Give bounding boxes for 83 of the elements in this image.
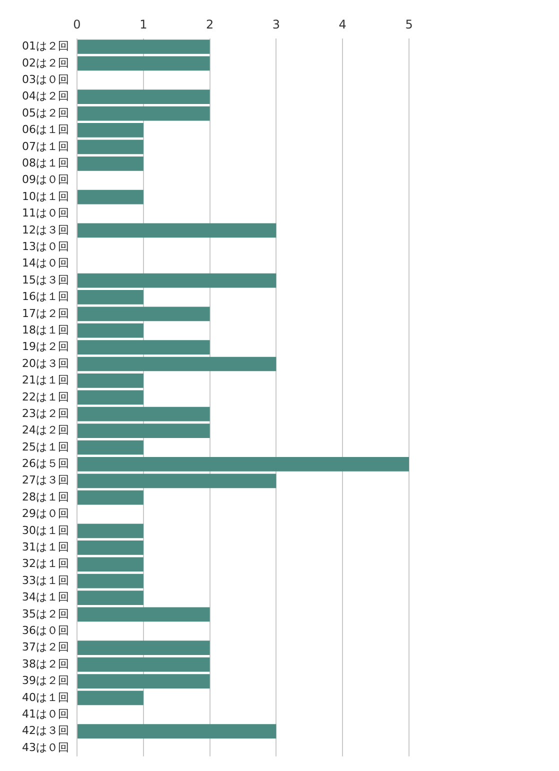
bar <box>77 474 276 488</box>
y-tick-label: 08は１回 <box>22 156 69 170</box>
bar <box>77 640 210 656</box>
y-tick-label: 27は３回 <box>22 474 69 487</box>
y-tick-label: 28は１回 <box>22 490 69 504</box>
bar <box>77 190 144 204</box>
bar <box>77 524 144 538</box>
y-tick-label: 11は０回 <box>22 206 69 220</box>
y-tick-label: 32は１回 <box>22 557 69 570</box>
y-tick-label: 26は５回 <box>22 457 69 470</box>
y-tick-label: 21は１回 <box>22 374 69 387</box>
bar <box>77 690 144 706</box>
y-tick-label: 18は１回 <box>22 323 69 336</box>
bar <box>77 674 210 688</box>
bar <box>77 540 144 555</box>
y-tick-label: 02は２回 <box>22 56 69 70</box>
y-tick-label: 35は２回 <box>22 607 69 620</box>
y-tick-label: 03は０回 <box>22 73 69 86</box>
bar <box>77 607 210 622</box>
bar <box>77 574 144 588</box>
y-tick-label: 22は１回 <box>22 390 69 404</box>
x-tick-label: 0 <box>73 17 81 32</box>
y-tick-label: 15は３回 <box>22 273 69 286</box>
bar <box>77 724 276 739</box>
y-tick-label: 13は０回 <box>22 240 69 253</box>
y-tick-label: 34は１回 <box>22 590 69 604</box>
x-tick-label: 4 <box>338 17 346 32</box>
y-tick-label: 10は１回 <box>22 190 69 203</box>
y-tick-label: 42は３回 <box>22 724 69 738</box>
y-tick-label: 30は１回 <box>22 524 69 537</box>
y-tick-label: 29は０回 <box>22 507 69 520</box>
y-tick-label: 24は２回 <box>22 424 69 437</box>
y-tick-label: 16は１回 <box>22 290 69 304</box>
y-tick-label: 43は０回 <box>22 740 69 754</box>
y-tick-label: 33は１回 <box>22 574 69 587</box>
bar <box>77 490 144 505</box>
bar <box>77 106 210 121</box>
x-tick-label: 1 <box>140 17 148 32</box>
y-tick-label: 12は３回 <box>22 223 69 236</box>
bar <box>77 657 210 672</box>
y-tick-label: 38は２回 <box>22 657 69 670</box>
y-tick-label: 39は２回 <box>22 674 69 688</box>
x-tick-label: 3 <box>272 17 280 32</box>
bar <box>77 557 144 572</box>
y-tick-label: 06は１回 <box>22 123 69 136</box>
bar <box>77 123 144 138</box>
y-tick-label: 07は１回 <box>22 140 69 153</box>
bar <box>77 356 276 372</box>
bar <box>77 406 210 422</box>
bar <box>77 590 144 605</box>
bar <box>77 273 276 288</box>
bar <box>77 340 210 354</box>
bar <box>77 374 144 388</box>
bar <box>77 440 144 455</box>
y-tick-label: 19は２回 <box>22 340 69 354</box>
y-tick-label: 17は２回 <box>22 306 69 320</box>
bar <box>77 156 144 171</box>
x-tick-label: 5 <box>405 17 413 32</box>
bar <box>77 40 210 54</box>
bar <box>77 56 210 71</box>
y-tick-label: 41は０回 <box>22 708 69 721</box>
y-tick-label: 36は０回 <box>22 624 69 638</box>
y-tick-label: 40は１回 <box>22 690 69 704</box>
bar <box>77 290 144 304</box>
y-tick-label: 14は０回 <box>22 256 69 270</box>
y-tick-label: 09は０回 <box>22 173 69 186</box>
bar <box>77 140 144 154</box>
y-tick-label: 20は３回 <box>22 356 69 370</box>
bar <box>77 90 210 104</box>
y-tick-label: 25は１回 <box>22 440 69 454</box>
bar <box>77 223 276 238</box>
y-tick-label: 37は２回 <box>22 640 69 654</box>
x-tick-label: 2 <box>206 17 214 32</box>
y-tick-label: 04は２回 <box>22 90 69 103</box>
y-tick-label: 01は２回 <box>22 40 69 53</box>
y-tick-label: 05は２回 <box>22 106 69 120</box>
bar <box>77 424 210 438</box>
bar <box>77 306 210 322</box>
y-tick-label: 31は１回 <box>22 540 69 554</box>
y-tick-label: 23は２回 <box>22 406 69 420</box>
bar <box>77 390 144 405</box>
bar <box>77 457 409 472</box>
bar <box>77 323 144 338</box>
